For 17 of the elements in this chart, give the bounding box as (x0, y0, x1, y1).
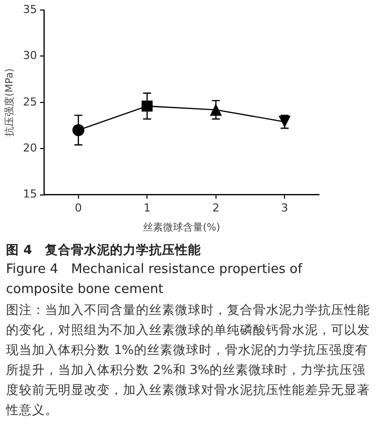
caption: Figure 4 Mechanical resistance properties of composite bone cement (6, 261, 304, 299)
y-axis-title: 抗压强度(MPa) (4, 68, 16, 136)
point (142, 100, 153, 112)
y-tick-label: 30 (22, 49, 37, 62)
x-tick-label: 0 (74, 201, 82, 214)
y-tick-label: 20 (22, 141, 37, 154)
y-tick-label: 25 (22, 95, 37, 108)
point (210, 104, 222, 116)
x-tick-label: 1 (144, 201, 151, 214)
text: 图注：当加入不同含量的丝素微球时，复合骨水泥力学抗压性能的变化，对照组为不加入丝素微球的单纯磷酸钙骨水泥，可以发现当加入体积分数 1%的丝素微球时，骨水泥的力学抗压强度有所提升，当加入体积分数 2%和 3%的丝素微球时，力学抗压强度较前无明显改变，加入丝素微球对骨水泥抗压性能差异无显著性意义。 (6, 301, 371, 419)
x-tick-label: 3 (281, 201, 288, 214)
caption: 图 4 复合骨水泥的力学抗压性能 (6, 241, 202, 259)
x-tick-label: 2 (212, 201, 220, 214)
y-tick-label: 15 (22, 188, 37, 201)
x-axis-title: 丝素微球含量(%) (142, 222, 220, 234)
y-tick-label: 35 (22, 2, 37, 16)
point (72, 124, 84, 136)
